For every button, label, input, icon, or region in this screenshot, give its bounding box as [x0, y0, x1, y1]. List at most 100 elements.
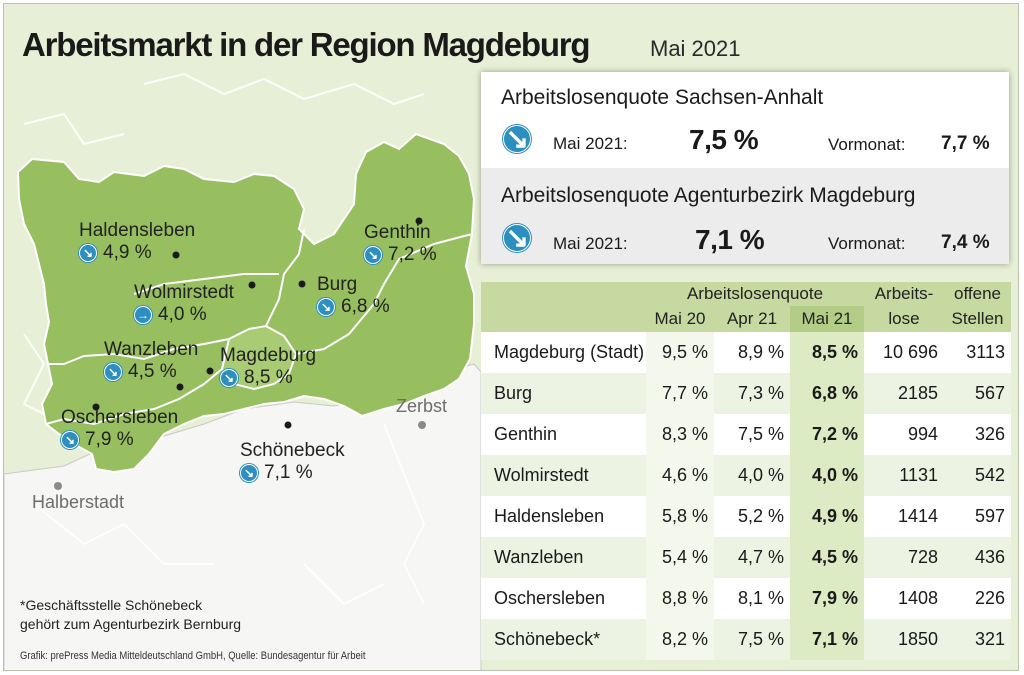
city-label-burg: Burg ↘ 6,8 % — [317, 274, 390, 318]
table-row: Wanzleben 5,4 % 4,7 % 4,5 % 728 436 — [481, 537, 1011, 578]
cell-mai21: 7,1 % — [790, 619, 864, 660]
cell-mai21: 4,5 % — [790, 537, 864, 578]
cell-arbeitslose: 1408 — [864, 578, 944, 619]
cell-arbeitslose: 1414 — [864, 496, 944, 537]
trend-down-icon: ↘ — [79, 244, 97, 262]
dot-burg — [298, 280, 306, 288]
city-value: 7,2 % — [388, 244, 437, 265]
table-row: Burg 7,7 % 7,3 % 6,8 % 2185 567 — [481, 373, 1011, 414]
quote-prev-value: 7,7 % — [941, 133, 990, 154]
cell-stellen: 436 — [944, 537, 1011, 578]
quote-title: Arbeitslosenquote Agenturbezirk Magdebur… — [501, 184, 916, 207]
cell-mai20: 8,2 % — [646, 619, 714, 660]
page-subtitle-date: Mai 2021 — [650, 36, 741, 61]
cell-mai20: 8,3 % — [646, 414, 714, 455]
header-blank — [481, 282, 646, 306]
district-lines — [45, 228, 473, 426]
header-stellen-2: Stellen — [944, 306, 1011, 332]
cell-stellen: 321 — [944, 619, 1011, 660]
cell-arbeitslose: 2185 — [864, 373, 944, 414]
cell-region: Magdeburg (Stadt) — [481, 332, 646, 373]
cell-apr21: 5,2 % — [714, 496, 790, 537]
dot-wolmirstedt — [248, 281, 256, 289]
city-label-oschersleben: Oschersleben ↘ 7,9 % — [61, 407, 178, 451]
city-name: Burg — [317, 274, 358, 295]
header-arbeitslose-1: Arbeits- — [864, 282, 944, 306]
cell-mai20: 4,6 % — [646, 455, 714, 496]
city-value: 4,5 % — [128, 361, 177, 382]
header-mai20: Mai 20 — [646, 306, 714, 332]
quote-value: 7,5 % — [689, 124, 759, 155]
dot-wanzleben — [176, 383, 184, 391]
city-label-genthin: Genthin ↘ 7,2 % — [364, 222, 437, 266]
cell-stellen: 3113 — [944, 332, 1011, 373]
table-row: Magdeburg (Stadt) 9,5 % 8,9 % 8,5 % 10 6… — [481, 332, 1011, 373]
cell-mai20: 9,5 % — [646, 332, 714, 373]
header-stellen-1: offene — [944, 282, 1011, 306]
table-row: Schönebeck* 8,2 % 7,5 % 7,1 % 1850 321 — [481, 619, 1011, 660]
trend-down-icon: ↘ — [240, 464, 258, 482]
cell-apr21: 8,9 % — [714, 332, 790, 373]
cell-region: Oschersleben — [481, 578, 646, 619]
city-label-schoenebeck: Schönebeck ↘ 7,1 % — [240, 440, 345, 484]
cell-arbeitslose: 728 — [864, 537, 944, 578]
trend-down-icon: ↘ — [317, 298, 335, 316]
agency-region — [16, 132, 476, 474]
cell-mai20: 8,8 % — [646, 578, 714, 619]
cell-apr21: 8,1 % — [714, 578, 790, 619]
cell-arbeitslose: 994 — [864, 414, 944, 455]
footnote: *Geschäftsstelle Schönebeck gehört zum A… — [20, 596, 241, 634]
header-group-quote: Arbeitslosenquote — [646, 282, 864, 306]
trend-flat-icon: → — [134, 306, 152, 324]
source-credit: Grafik: prePress Media Mitteldeutschland… — [20, 650, 366, 662]
cell-stellen: 226 — [944, 578, 1011, 619]
city-label-haldensleben: Haldensleben ↘ 4,9 % — [79, 220, 195, 264]
city-name: Wolmirstedt — [134, 282, 234, 303]
city-label-magdeburg: Magdeburg ↘ 8,5 % — [220, 345, 316, 389]
cell-stellen: 542 — [944, 455, 1011, 496]
city-name: Oschersleben — [61, 407, 179, 428]
trend-down-icon: ↘ — [364, 246, 382, 264]
cell-mai21: 6,8 % — [790, 373, 864, 414]
place-label-halberstadt: Halberstadt — [32, 492, 125, 512]
cell-region: Schönebeck* — [481, 619, 646, 660]
header-blank — [481, 306, 646, 332]
city-value: 4,9 % — [103, 242, 152, 263]
city-name: Magdeburg — [220, 345, 317, 366]
quote-value: 7,1 % — [695, 224, 765, 255]
quote-period-label: Mai 2021: — [553, 134, 628, 153]
quote-prev-label: Vormonat: — [828, 234, 906, 253]
place-label-zerbst: Zerbst — [396, 396, 448, 416]
cell-mai20: 5,8 % — [646, 496, 714, 537]
city-value: 7,1 % — [264, 462, 313, 483]
dot-haldensleben — [172, 251, 180, 259]
cell-stellen: 597 — [944, 496, 1011, 537]
city-name: Wanzleben — [104, 339, 199, 360]
quote-agenturbezirk: Arbeitslosenquote Agenturbezirk Magdebur… — [481, 168, 1009, 264]
table-row: Haldensleben 5,8 % 5,2 % 4,9 % 1414 597 — [481, 496, 1011, 537]
quote-prev-label: Vormonat: — [828, 135, 906, 154]
city-value: 4,0 % — [158, 304, 207, 325]
dot-oschersleben — [92, 403, 100, 411]
dot-magdeburg — [206, 367, 214, 375]
trend-down-icon: ↘ — [503, 125, 531, 153]
city-value: 8,5 % — [244, 367, 293, 388]
table-row: Wolmirstedt 4,6 % 4,0 % 4,0 % 1131 542 — [481, 455, 1011, 496]
footnote-line: gehört zum Agenturbezirk Bernburg — [20, 616, 242, 632]
page-title: Arbeitsmarkt in der Region Magdeburg — [22, 26, 591, 63]
city-label-wanzleben: Wanzleben ↘ 4,5 % — [104, 339, 198, 383]
region-map — [4, 72, 482, 670]
cell-region: Wolmirstedt — [481, 455, 646, 496]
quote-prev-value: 7,4 % — [941, 232, 990, 253]
dot-genthin — [415, 217, 423, 225]
trend-down-icon: ↘ — [61, 431, 79, 449]
quote-period-label: Mai 2021: — [553, 234, 628, 253]
cell-mai20: 7,7 % — [646, 373, 714, 414]
cell-region: Wanzleben — [481, 537, 646, 578]
cell-apr21: 7,3 % — [714, 373, 790, 414]
quote-box: Arbeitslosenquote Sachsen-Anhalt ↘ Mai 2… — [481, 72, 1009, 264]
cell-apr21: 7,5 % — [714, 414, 790, 455]
footnote-line: *Geschäftsstelle Schönebeck — [20, 597, 203, 613]
city-dots — [54, 217, 426, 490]
cell-region: Haldensleben — [481, 496, 646, 537]
